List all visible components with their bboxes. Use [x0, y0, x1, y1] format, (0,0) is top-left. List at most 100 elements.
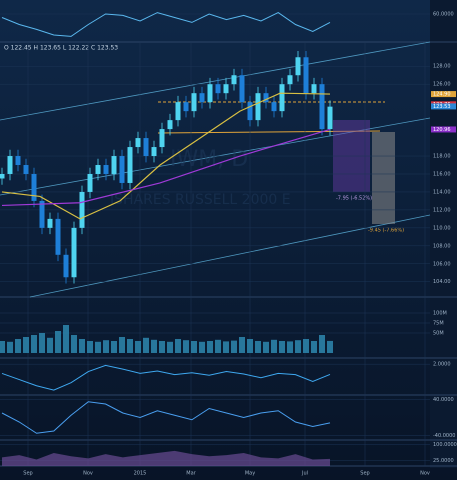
volume-bar — [71, 335, 77, 353]
candle-body — [127, 147, 133, 183]
price-axis — [430, 0, 457, 468]
y-tick-label: 126.00 — [433, 82, 451, 88]
ohlc-header: O 122.45 H 123.65 L 122.22 C 123.53 — [4, 45, 118, 52]
candle-body — [23, 165, 29, 174]
candle-body — [79, 191, 85, 228]
candle-body — [175, 102, 181, 121]
price-tag — [431, 126, 456, 133]
y-tick-label: 100M — [433, 311, 447, 317]
x-tick-label: Sep — [360, 471, 369, 477]
y-tick-label: 104.00 — [433, 279, 451, 285]
volume-bar — [263, 341, 269, 353]
candle-body — [239, 75, 245, 103]
watermark: ISHARES RUSSELL 2000 E — [110, 192, 291, 208]
volume-bar — [279, 341, 285, 353]
y-tick-label: 112.00 — [433, 207, 451, 213]
candle-body — [111, 156, 117, 174]
volume-bar — [111, 341, 117, 353]
y-tick-label: 75M — [433, 321, 444, 327]
volume-bar — [47, 337, 53, 353]
y-tick-label: 110.00 — [433, 225, 451, 231]
candle-body — [263, 93, 269, 103]
candle-body — [311, 84, 317, 94]
y-tick-label: 118.00 — [433, 154, 451, 160]
volume-bar — [103, 340, 109, 353]
volume-bar — [191, 341, 197, 353]
candle-body — [31, 173, 37, 201]
candle-body — [0, 173, 5, 179]
volume-bar — [239, 337, 245, 353]
candle-body — [47, 218, 53, 228]
volume-bar — [79, 339, 85, 353]
watermark: IWM, D — [170, 147, 248, 172]
candle-body — [167, 120, 173, 130]
moving-average — [1, 128, 331, 207]
x-tick-label: 2015 — [134, 471, 147, 477]
volume-bar — [183, 340, 189, 353]
volume-bar — [199, 341, 205, 353]
volume-bar — [135, 341, 141, 353]
volume-bar — [143, 337, 149, 353]
indicator-line — [1, 364, 331, 391]
candle-body — [247, 102, 253, 121]
candle-body — [271, 102, 277, 112]
y-tick-label: 50M — [433, 331, 444, 337]
volume-bar — [15, 339, 21, 353]
candle-body — [71, 227, 77, 278]
candle-body — [215, 84, 221, 94]
volume-bar — [0, 341, 5, 353]
indicator-line — [1, 12, 331, 37]
volume-bar — [55, 331, 61, 353]
candle-body — [119, 156, 125, 183]
volume-bar — [255, 341, 261, 353]
volume-bar — [23, 337, 29, 353]
candle-body — [223, 84, 229, 94]
annotation: -7.95 (-6.52%) — [336, 196, 372, 202]
candle-body — [255, 93, 261, 121]
candle-body — [319, 84, 325, 130]
volume-bar — [87, 341, 93, 353]
candle-body — [303, 57, 309, 94]
volume-bar — [7, 341, 13, 353]
y-tick-label: 40.0000 — [433, 397, 454, 403]
y-tick-label: 114.00 — [433, 189, 451, 195]
candle-body — [7, 156, 13, 174]
candle-body — [39, 200, 45, 228]
volume-bar — [95, 341, 101, 353]
candle-body — [151, 147, 157, 157]
price-tag-label: 123.53 — [433, 104, 451, 110]
volume-bar — [151, 339, 157, 353]
candle-body — [287, 75, 293, 85]
candle-body — [183, 102, 189, 112]
price-tag — [431, 91, 456, 98]
candle-body — [87, 173, 93, 192]
volume-bar — [127, 339, 133, 353]
candle-body — [191, 93, 197, 112]
volume-bar — [31, 335, 37, 353]
volume-bar — [119, 337, 125, 353]
volume-bar — [303, 339, 309, 353]
volume-bar — [311, 341, 317, 353]
y-tick-label: 108.00 — [433, 243, 451, 249]
volume-bar — [39, 333, 45, 353]
x-tick-label: May — [245, 471, 255, 477]
price-tag-label: 124.90 — [433, 92, 451, 98]
candle-body — [327, 106, 333, 130]
volume-bar — [271, 339, 277, 353]
y-tick-label: 25.0000 — [433, 458, 454, 464]
price-tag — [431, 103, 456, 110]
indicator-line — [1, 401, 331, 434]
candle-body — [63, 254, 69, 278]
x-tick-label: Nov — [420, 471, 430, 477]
x-tick-label: Jul — [301, 471, 308, 477]
volume-bar — [319, 335, 325, 353]
candle-body — [15, 156, 21, 166]
y-tick-label: 100.0000 — [433, 442, 457, 448]
candle-body — [103, 165, 109, 174]
candle-body — [55, 218, 61, 255]
y-tick-label: 60.0000 — [433, 12, 454, 18]
x-tick-label: Sep — [23, 471, 32, 477]
volume-bar — [247, 339, 253, 353]
y-tick-label: 106.00 — [433, 261, 451, 267]
